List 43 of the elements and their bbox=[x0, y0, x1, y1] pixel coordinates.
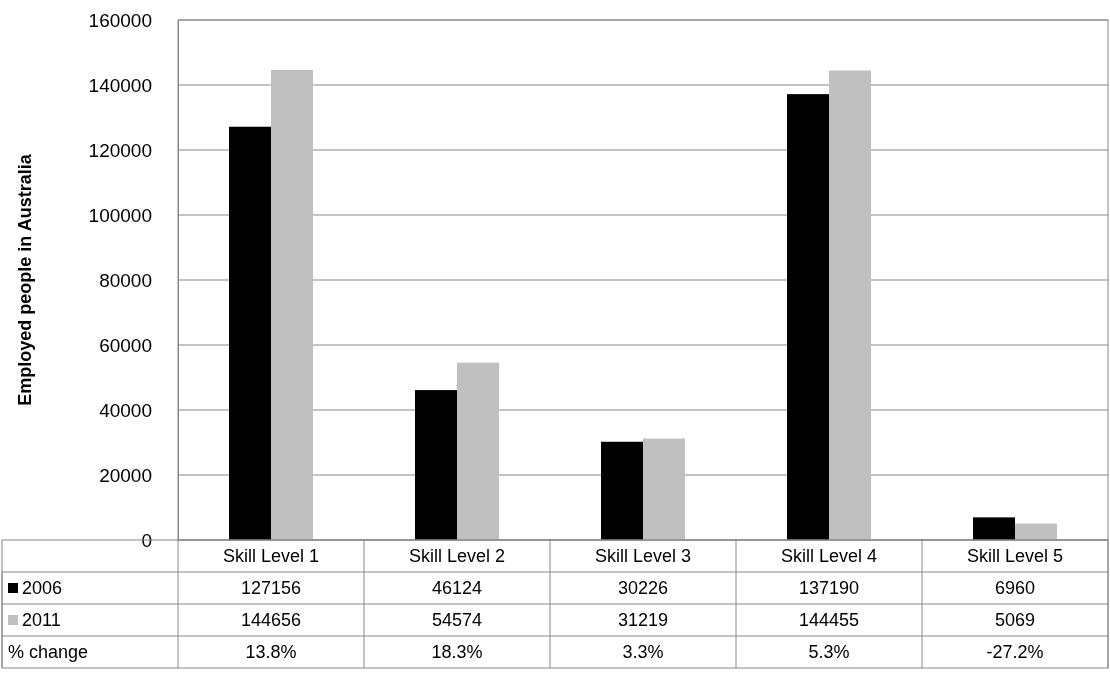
bar bbox=[643, 438, 685, 540]
y-tick-label: 80000 bbox=[99, 269, 152, 291]
y-tick-label: 160000 bbox=[88, 9, 152, 31]
bar bbox=[457, 362, 499, 540]
data-label: 54574 bbox=[431, 610, 483, 630]
text: 5.3% bbox=[808, 642, 850, 662]
text: 3.3% bbox=[622, 642, 664, 662]
bar bbox=[229, 126, 271, 540]
x-tick-label: Skill Level 3 bbox=[594, 546, 692, 566]
data-label: 127156 bbox=[240, 578, 302, 598]
y-axis-title: Employed people in Australia bbox=[14, 153, 35, 406]
x-tick-label: Skill Level 5 bbox=[966, 546, 1064, 566]
y-tick-label: 100000 bbox=[88, 204, 152, 226]
bar bbox=[271, 69, 313, 540]
bar bbox=[1015, 523, 1057, 540]
text: -27.2% bbox=[986, 642, 1044, 662]
data-label: 144455 bbox=[798, 610, 860, 630]
x-tick-label: Skill Level 2 bbox=[408, 546, 506, 566]
y-tick-label: 120000 bbox=[88, 139, 152, 161]
bar bbox=[829, 70, 871, 540]
y-tick-label: 40000 bbox=[99, 399, 152, 421]
x-tick-label: Skill Level 4 bbox=[780, 546, 878, 566]
y-tick-label: 0 bbox=[141, 529, 152, 551]
bar bbox=[601, 441, 643, 540]
data-label: 30226 bbox=[617, 578, 669, 598]
legend-label: 2006 bbox=[22, 578, 63, 598]
bar bbox=[415, 390, 457, 540]
text: % change bbox=[8, 642, 89, 662]
data-label: 6960 bbox=[994, 578, 1036, 598]
y-tick-label: 60000 bbox=[99, 334, 152, 356]
y-tick-label: 140000 bbox=[88, 74, 152, 96]
data-label: 31219 bbox=[617, 610, 669, 630]
legend-label: 2011 bbox=[22, 610, 61, 630]
bar bbox=[787, 94, 829, 540]
x-tick-label: Skill Level 1 bbox=[222, 546, 320, 566]
data-label: 144656 bbox=[240, 610, 302, 630]
bar bbox=[973, 517, 1015, 540]
text: 18.3% bbox=[431, 642, 483, 662]
y-tick-label: 20000 bbox=[99, 464, 152, 486]
data-label: 46124 bbox=[431, 578, 483, 598]
data-label: 137190 bbox=[798, 578, 860, 598]
data-label: 5069 bbox=[994, 610, 1036, 630]
text: 13.8% bbox=[245, 642, 297, 662]
